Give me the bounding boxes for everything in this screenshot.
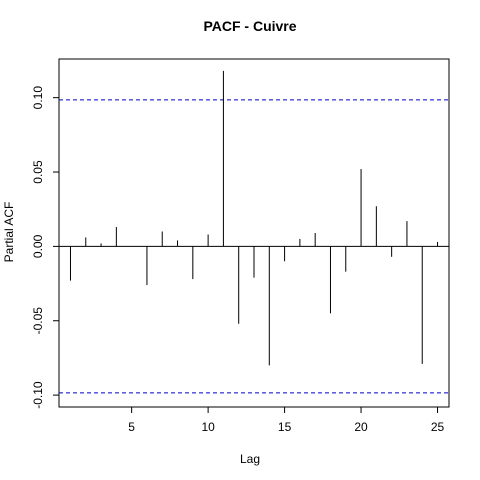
x-tick-label: 25 (431, 420, 445, 434)
y-tick-label: -0.10 (31, 381, 45, 409)
pacf-bars (69, 70, 439, 366)
confidence-bounds (59, 99, 449, 394)
y-axis-label: Partial ACF (2, 202, 16, 263)
x-tick-label: 15 (278, 420, 292, 434)
x-axis-label: Lag (240, 452, 260, 466)
x-tick-label: 10 (201, 420, 215, 434)
x-tick-label: 20 (354, 420, 368, 434)
y-tick-label: 0.05 (31, 160, 45, 184)
x-tick-label: 5 (128, 420, 135, 434)
y-tick-label: 0.10 (31, 86, 45, 110)
y-tick-label: 0.00 (31, 234, 45, 258)
y-tick-label: -0.05 (31, 307, 45, 335)
plot-frame (58, 58, 450, 408)
x-axis: 5 10 15 20 25 (128, 407, 445, 434)
y-axis: -0.10 -0.05 0.00 0.05 0.10 (31, 86, 59, 409)
chart-title: PACF - Cuivre (203, 18, 296, 34)
